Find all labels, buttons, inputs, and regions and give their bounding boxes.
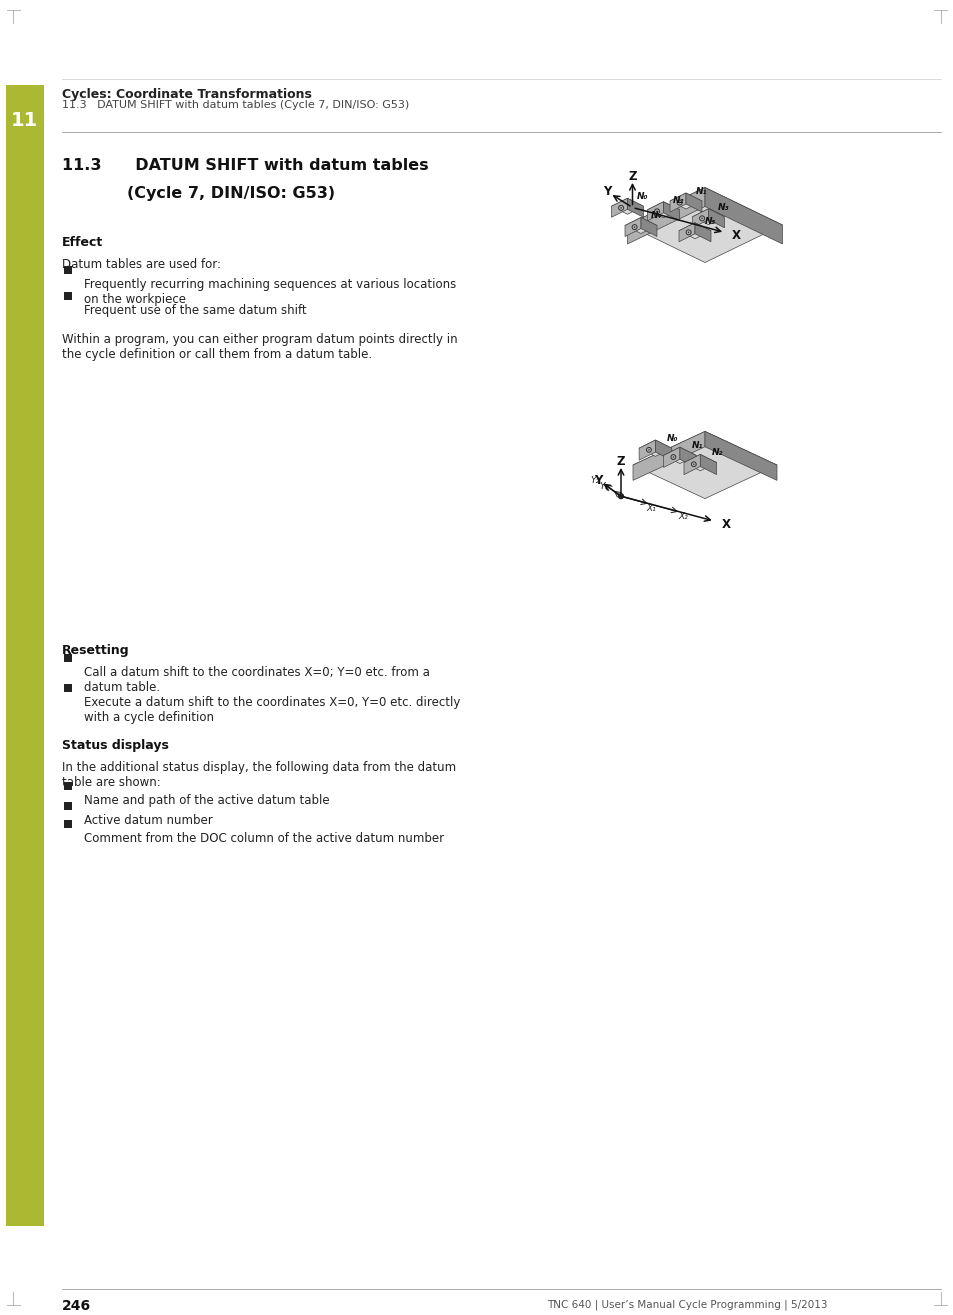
Text: TNC 640 | User’s Manual Cycle Programming | 5/2013: TNC 640 | User’s Manual Cycle Programmin… [546, 1299, 826, 1310]
Polygon shape [679, 222, 710, 239]
Text: Frequently recurring machining sequences at various locations
on the workpiece: Frequently recurring machining sequences… [84, 277, 456, 306]
Text: N₁: N₁ [695, 187, 706, 196]
Text: X₂: X₂ [678, 513, 687, 521]
Text: Y₁: Y₁ [598, 483, 608, 490]
Polygon shape [633, 431, 776, 498]
Text: N₃: N₃ [718, 203, 729, 212]
Polygon shape [704, 431, 776, 480]
Polygon shape [692, 209, 708, 227]
Polygon shape [692, 209, 723, 225]
Text: 246: 246 [61, 1299, 91, 1312]
Text: Within a program, you can either program datum points directly in
the cycle defi: Within a program, you can either program… [61, 333, 456, 360]
Text: Z: Z [628, 170, 636, 183]
Text: N₅: N₅ [704, 217, 716, 226]
Polygon shape [685, 193, 701, 212]
Circle shape [633, 226, 635, 227]
Text: X₁: X₁ [646, 504, 656, 513]
Polygon shape [663, 447, 679, 467]
Polygon shape [611, 199, 643, 214]
Polygon shape [669, 193, 685, 212]
Polygon shape [647, 201, 662, 221]
Text: Y: Y [602, 185, 611, 199]
Text: Resetting: Resetting [61, 644, 129, 658]
Bar [64, 292, 71, 300]
Text: Active datum number: Active datum number [84, 814, 212, 827]
Text: N₂: N₂ [711, 448, 722, 458]
Circle shape [692, 463, 694, 466]
Polygon shape [624, 217, 657, 234]
Polygon shape [611, 199, 627, 217]
Circle shape [672, 456, 674, 458]
Polygon shape [647, 201, 679, 218]
Bar [6, 85, 44, 1226]
Text: In the additional status display, the following data from the datum
table are sh: In the additional status display, the fo… [61, 761, 456, 789]
Circle shape [647, 450, 649, 451]
Text: N₄: N₄ [650, 212, 661, 221]
Polygon shape [669, 193, 701, 209]
Text: 11.3   DATUM SHIFT with datum tables (Cycle 7, DIN/ISO: G53): 11.3 DATUM SHIFT with datum tables (Cycl… [61, 100, 408, 110]
Text: Y₂: Y₂ [590, 476, 599, 485]
Text: Call a datum shift to the coordinates X=0; Y=0 etc. from a
datum table.: Call a datum shift to the coordinates X=… [84, 667, 429, 694]
Polygon shape [633, 431, 704, 480]
Polygon shape [639, 441, 671, 456]
Text: (Cycle 7, DIN/ISO: G53): (Cycle 7, DIN/ISO: G53) [127, 185, 335, 201]
Bar [64, 266, 71, 274]
Text: Comment from the DOC column of the active datum number: Comment from the DOC column of the activ… [84, 832, 443, 846]
Text: Execute a datum shift to the coordinates X=0, Y=0 etc. directly
with a cycle def: Execute a datum shift to the coordinates… [84, 697, 459, 725]
Text: X: X [731, 229, 740, 242]
Text: N₁: N₁ [691, 441, 702, 450]
Text: Effect: Effect [61, 235, 103, 249]
Polygon shape [640, 217, 657, 237]
Polygon shape [704, 188, 781, 245]
Polygon shape [683, 455, 700, 475]
Text: Name and path of the active datum table: Name and path of the active datum table [84, 794, 329, 807]
Text: N₀: N₀ [666, 434, 678, 443]
Polygon shape [679, 447, 696, 467]
Text: X: X [720, 518, 730, 531]
Polygon shape [663, 447, 696, 464]
Text: Z: Z [616, 455, 624, 468]
Polygon shape [627, 188, 704, 245]
Text: 11.3      DATUM SHIFT with datum tables: 11.3 DATUM SHIFT with datum tables [61, 158, 428, 172]
Polygon shape [700, 455, 716, 475]
Bar [64, 684, 71, 693]
Circle shape [619, 206, 621, 209]
Circle shape [687, 231, 689, 233]
Text: Status displays: Status displays [61, 739, 168, 752]
Polygon shape [627, 188, 781, 263]
Polygon shape [683, 455, 716, 471]
Polygon shape [624, 217, 640, 237]
Circle shape [618, 494, 622, 498]
Bar [64, 782, 71, 790]
Bar [64, 802, 71, 810]
Text: N₀: N₀ [637, 192, 648, 201]
Text: 11: 11 [10, 112, 38, 130]
Polygon shape [708, 209, 723, 227]
Text: Y: Y [594, 473, 602, 487]
Polygon shape [627, 199, 643, 217]
Polygon shape [655, 441, 671, 460]
Text: Frequent use of the same datum shift: Frequent use of the same datum shift [84, 304, 306, 317]
Circle shape [656, 210, 658, 212]
Polygon shape [662, 201, 679, 221]
Polygon shape [639, 441, 655, 460]
Bar [64, 821, 71, 828]
Polygon shape [695, 222, 710, 242]
Circle shape [700, 217, 702, 220]
Text: N₂: N₂ [673, 196, 684, 205]
Text: Datum tables are used for:: Datum tables are used for: [61, 258, 220, 271]
Text: Cycles: Coordinate Transformations: Cycles: Coordinate Transformations [61, 88, 311, 101]
Polygon shape [679, 222, 695, 242]
Bar [64, 655, 71, 663]
